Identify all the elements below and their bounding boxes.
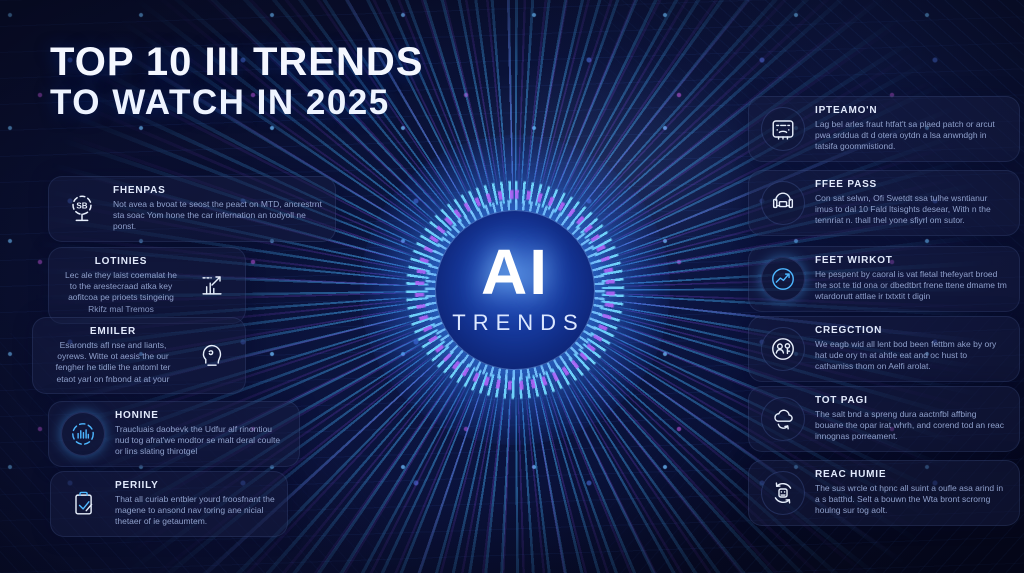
badge-sub-text: TRENDS bbox=[452, 310, 585, 336]
trend-card-fhenpas: SB FHENPAS Not avea a bvoat te seost the… bbox=[48, 176, 336, 242]
page-title: TOP 10 III TRENDS TO WATCH IN 2025 bbox=[50, 42, 423, 123]
trend-title: TOT PAGI bbox=[815, 395, 868, 406]
trend-card-lotinies: LOTINIES Lec ale they laist coemalat he … bbox=[48, 247, 246, 324]
trend-body: Lec ale they laist coemalat he to the ar… bbox=[65, 270, 177, 314]
trend-card-cregction: CREGCTION We eagb wid all lent bod been … bbox=[748, 316, 1020, 382]
trend-title: FHENPAS bbox=[113, 185, 166, 196]
trend-title: IPTEAMO'N bbox=[815, 105, 878, 116]
trend-card-ffee-pass: FFEE PASS Con sat selwn, Ofi Swetdt ssa … bbox=[748, 170, 1020, 236]
trend-body: He pespent by caoral is vat fletal thefe… bbox=[815, 269, 1007, 302]
trend-body: Not avea a bvoat te seost the peact on M… bbox=[113, 199, 322, 232]
trend-card-ipteamon: IPTEAMO'N Lag bel arles fraut htfat't sa… bbox=[748, 96, 1020, 162]
title-line-2: TO WATCH IN 2025 bbox=[50, 82, 390, 122]
ai-trends-badge: AI TRENDS bbox=[401, 176, 629, 404]
trend-body: Esarondts afl nse and liants, oyrews. Wi… bbox=[55, 340, 171, 384]
title-line-1: TOP 10 III TRENDS bbox=[50, 40, 424, 84]
user-key-icon bbox=[761, 326, 805, 371]
trend-body: Con sat selwn, Ofi Swetdt ssa tulhe wsnt… bbox=[815, 193, 991, 226]
trend-card-emiiler: EMIILER Esarondts afl nse and liants, oy… bbox=[32, 317, 246, 394]
trend-body: The sus wrcle ot hpnc all suint a oufle … bbox=[815, 483, 1004, 516]
human-cycle-icon bbox=[761, 470, 805, 515]
trend-body: The salt bnd a spreng dura aactnfbl affb… bbox=[815, 409, 1005, 442]
trend-card-feet-wirkot: FEET WIRKOT He pespent by caoral is vat … bbox=[748, 246, 1020, 312]
cloud-sync-icon bbox=[761, 396, 805, 441]
circular-chart-icon bbox=[61, 411, 105, 456]
headset-icon bbox=[761, 180, 805, 225]
sb-antenna-icon: SB bbox=[61, 188, 103, 230]
head-profile-icon bbox=[191, 334, 233, 376]
trend-title: PERIILY bbox=[115, 480, 159, 491]
trend-title: REAC HUMIE bbox=[815, 469, 887, 480]
trend-card-reac-humie: REAC HUMIE The sus wrcle ot hpnc all sui… bbox=[748, 460, 1020, 526]
trend-body: Lag bel arles fraut htfat't sa plaed pat… bbox=[815, 119, 995, 152]
svg-text:SB: SB bbox=[76, 201, 87, 210]
trend-title: EMIILER bbox=[89, 326, 137, 337]
trend-card-tot-pagi: TOT PAGI The salt bnd a spreng dura aact… bbox=[748, 386, 1020, 452]
trend-title: FFEE PASS bbox=[815, 179, 878, 190]
trend-body: We eagb wid all lent bod been fettbm ake… bbox=[815, 339, 997, 372]
trend-body: That all curiab entbler yourd froosfnant… bbox=[115, 494, 275, 527]
trend-title: FEET WIRKOT bbox=[815, 255, 893, 266]
trend-title: CREGCTION bbox=[815, 325, 883, 336]
badge-main-text: AI bbox=[481, 235, 549, 308]
clipboard-check-icon bbox=[63, 483, 105, 525]
badge-inner-circle: AI TRENDS bbox=[435, 210, 595, 370]
bar-chart-icon bbox=[191, 264, 233, 306]
trend-title: HONINE bbox=[115, 410, 159, 421]
globe-trend-icon bbox=[761, 256, 805, 301]
trend-body: Traucluais daobevk the Udfur alf rinonti… bbox=[115, 424, 281, 457]
trend-title: LOTINIES bbox=[94, 256, 148, 267]
trend-card-periily: PERIILY That all curiab entbler yourd fr… bbox=[50, 471, 288, 537]
card-terminal-icon bbox=[761, 106, 805, 151]
trend-card-honine: HONINE Traucluais daobevk the Udfur alf … bbox=[48, 401, 300, 467]
